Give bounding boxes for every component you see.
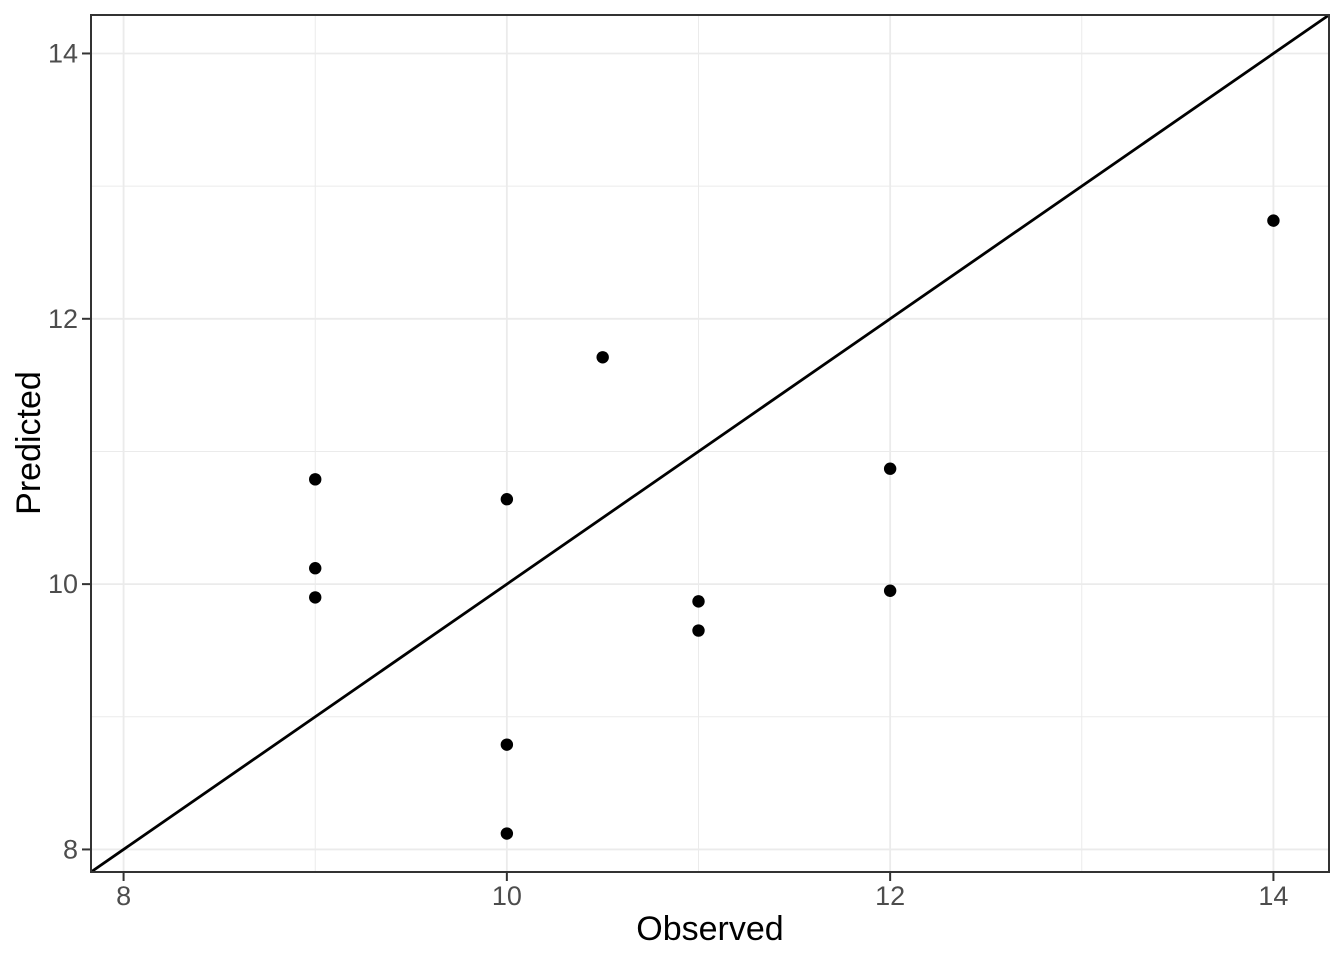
panel-frame-layer (90, 14, 1330, 873)
data-point (692, 624, 705, 637)
data-point (692, 595, 705, 608)
x-tick-label: 14 (1258, 881, 1288, 911)
panel-border (90, 14, 1330, 873)
data-point (309, 562, 322, 575)
identity-line (90, 13, 1330, 874)
data-point (596, 351, 609, 364)
x-tick-label: 12 (875, 881, 905, 911)
y-tick-label: 14 (48, 38, 78, 68)
data-point (309, 591, 322, 604)
axis-layer: 8 10 12 14 8 10 12 14 (48, 38, 1288, 911)
y-tick-label: 10 (48, 569, 78, 599)
data-point (883, 584, 897, 597)
x-axis-title: Observed (636, 910, 783, 948)
y-axis-title: Predicted (10, 371, 48, 515)
data-point (500, 738, 514, 751)
x-tick-label: 8 (116, 881, 131, 911)
data-point (500, 827, 514, 840)
y-tick-label: 8 (63, 834, 78, 864)
data-point (883, 462, 897, 475)
data-point (309, 473, 322, 486)
y-tick-label: 12 (48, 304, 78, 334)
geom-layer (90, 13, 1330, 874)
data-point (1267, 214, 1280, 227)
data-point (500, 493, 514, 506)
x-tick-label: 10 (492, 881, 522, 911)
